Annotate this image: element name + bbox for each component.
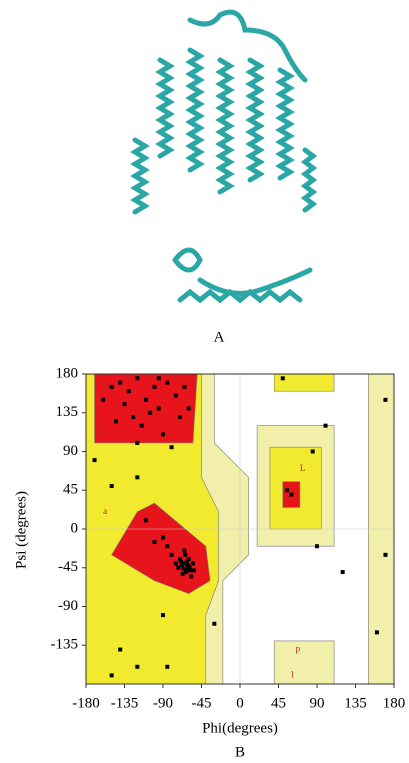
point xyxy=(187,564,192,569)
point xyxy=(165,664,170,669)
point xyxy=(190,561,195,566)
point xyxy=(340,570,345,575)
point xyxy=(135,376,140,381)
y-tick-label: 135 xyxy=(56,404,79,420)
point xyxy=(212,621,217,626)
point xyxy=(101,397,106,402)
point xyxy=(109,483,114,488)
x-tick-label: -45 xyxy=(192,695,212,711)
region-label: A xyxy=(142,532,149,542)
x-tick-label: -90 xyxy=(153,695,173,711)
x-tick-label: -135 xyxy=(111,695,139,711)
y-axis-label: Psi (degrees) xyxy=(13,491,29,569)
point xyxy=(186,557,191,562)
generous-region xyxy=(273,640,335,685)
point xyxy=(161,535,165,540)
point xyxy=(109,384,114,389)
point xyxy=(179,563,184,568)
region-label: p xyxy=(296,644,301,654)
point xyxy=(180,571,185,576)
panel-label: B xyxy=(235,744,245,760)
point xyxy=(383,552,388,557)
point xyxy=(143,518,148,523)
point xyxy=(181,566,186,571)
region-label: l xyxy=(291,669,294,679)
point xyxy=(143,397,148,402)
point xyxy=(148,410,153,415)
x-tick-label: 45 xyxy=(271,695,286,711)
region-label: B xyxy=(103,381,109,391)
point xyxy=(161,432,165,437)
y-tick-label: -90 xyxy=(58,598,78,614)
point xyxy=(139,423,144,428)
x-tick-label: -180 xyxy=(72,695,100,711)
point xyxy=(176,565,181,570)
protein-ribbon xyxy=(130,9,318,304)
y-tick-label: 0 xyxy=(71,520,79,536)
point xyxy=(118,647,123,652)
x-tick-label: 180 xyxy=(383,695,406,711)
point xyxy=(169,552,174,557)
panel-label: A xyxy=(214,329,225,345)
point xyxy=(131,415,136,420)
point xyxy=(161,613,165,618)
region-label: a xyxy=(103,506,107,516)
x-axis-label: Phi(degrees) xyxy=(202,720,278,736)
point xyxy=(178,557,183,562)
point xyxy=(184,559,189,564)
y-tick-label: 180 xyxy=(56,365,79,381)
ramachandran-plot: Bb Aa Ll p xyxy=(82,373,395,688)
point xyxy=(188,568,193,573)
point xyxy=(182,561,187,566)
point xyxy=(113,419,118,424)
point xyxy=(135,475,140,480)
region-label: L xyxy=(300,463,306,473)
core-beta xyxy=(94,373,198,444)
point xyxy=(126,389,131,394)
point xyxy=(165,380,170,385)
point xyxy=(280,376,285,381)
point xyxy=(189,574,194,579)
point xyxy=(178,415,183,420)
point xyxy=(383,397,388,402)
point xyxy=(182,384,187,389)
point xyxy=(92,458,97,463)
point xyxy=(135,664,140,669)
y-tick-label: -45 xyxy=(58,559,78,575)
point xyxy=(118,380,123,385)
point xyxy=(315,544,319,549)
point xyxy=(122,402,127,407)
x-tick-label: 90 xyxy=(310,695,325,711)
point xyxy=(184,567,189,572)
point xyxy=(165,544,170,549)
point xyxy=(109,673,114,678)
point xyxy=(184,570,189,575)
x-tick-label: 0 xyxy=(236,695,244,711)
y-tick-label: 90 xyxy=(63,443,78,459)
point xyxy=(135,440,140,445)
point xyxy=(169,445,174,450)
y-tick-label: 45 xyxy=(63,482,78,498)
point xyxy=(186,406,191,411)
point xyxy=(285,488,290,493)
point xyxy=(191,568,196,573)
point xyxy=(374,630,379,635)
region-label: b xyxy=(99,428,104,438)
point xyxy=(156,376,161,381)
point xyxy=(310,449,315,454)
x-tick-label: 135 xyxy=(344,695,367,711)
point xyxy=(182,548,187,553)
point xyxy=(323,423,328,428)
point xyxy=(173,393,178,398)
point xyxy=(156,406,161,411)
point xyxy=(178,559,183,564)
point xyxy=(152,539,157,544)
y-tick-label: -135 xyxy=(51,637,79,653)
point xyxy=(183,552,188,557)
point xyxy=(152,384,157,389)
point xyxy=(173,561,178,566)
point xyxy=(289,492,294,497)
